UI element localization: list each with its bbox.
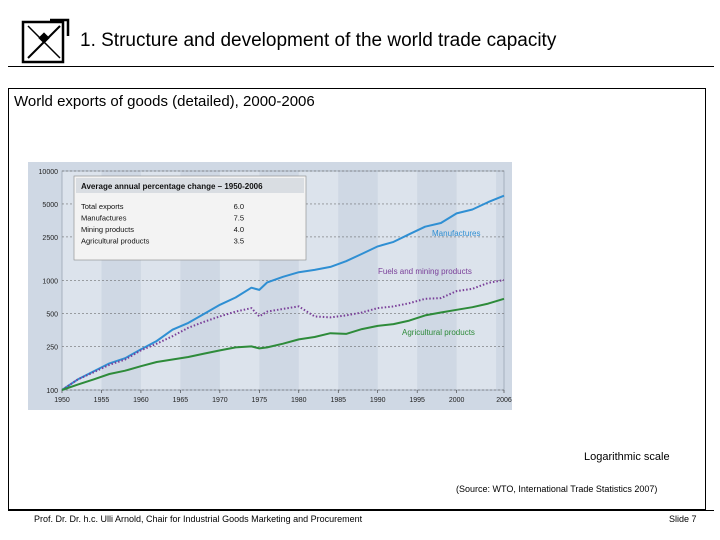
x-tick-label: 1975 <box>252 397 268 404</box>
inset-table-heading: Average annual percentage change – 1950-… <box>81 182 263 191</box>
inset-table-value: 6.0 <box>234 202 244 211</box>
source-note: (Source: WTO, International Trade Statis… <box>456 484 658 494</box>
inset-table-value: 3.5 <box>234 237 244 246</box>
y-tick-label: 500 <box>46 311 58 318</box>
x-tick-label: 1965 <box>173 397 189 404</box>
x-tick-label: 1980 <box>291 397 307 404</box>
panel-title: World exports of goods (detailed), 2000-… <box>14 93 315 110</box>
title-divider <box>8 66 714 67</box>
inset-table-label: Total exports <box>81 202 124 211</box>
y-tick-label: 100 <box>46 388 58 395</box>
y-tick-label: 250 <box>46 344 58 351</box>
content-panel <box>8 88 706 510</box>
inset-table-label: Mining products <box>81 225 134 234</box>
series-label-manufactures: Manufactures <box>432 229 480 238</box>
x-tick-label: 2006 <box>496 397 512 404</box>
y-tick-label: 1000 <box>42 279 58 286</box>
series-label-fuels: Fuels and mining products <box>378 267 472 276</box>
logo-icon <box>20 16 72 66</box>
slide-number: Slide 7 <box>669 514 697 524</box>
y-tick-label: 10000 <box>39 169 59 176</box>
footer-divider <box>8 510 714 511</box>
scale-note: Logarithmic scale <box>584 451 670 463</box>
series-line-agri <box>61 297 505 391</box>
x-tick-label: 2000 <box>449 397 465 404</box>
series-line-manufactures <box>61 194 505 391</box>
inset-table-value: 4.0 <box>234 225 244 234</box>
series-label-agri: Agricultural products <box>402 328 475 337</box>
x-tick-label: 1950 <box>54 397 70 404</box>
inset-table-header-bg <box>76 178 304 193</box>
y-tick-label: 5000 <box>42 202 58 209</box>
x-tick-label: 1985 <box>330 397 346 404</box>
inset-table-label: Agricultural products <box>81 237 150 246</box>
inset-table-label: Manufactures <box>81 214 127 223</box>
x-tick-label: 1970 <box>212 397 228 404</box>
footer-author: Prof. Dr. Dr. h.c. Ulli Arnold, Chair fo… <box>34 514 363 524</box>
x-tick-label: 1990 <box>370 397 386 404</box>
inset-table-value: 7.5 <box>234 214 244 223</box>
exports-line-chart: 10000 5000 2500 1000 500 250 100 1950 1955 1960 19… <box>39 169 512 404</box>
x-tick-label: 1995 <box>409 397 425 404</box>
chart-area: 10000 5000 2500 1000 500 250 100 1950 1955 1960 19… <box>28 162 512 410</box>
y-tick-label: 2500 <box>42 235 58 242</box>
x-tick-label: 1955 <box>94 397 110 404</box>
slide-title: 1. Structure and development of the worl… <box>80 30 557 51</box>
x-tick-label: 1960 <box>133 397 149 404</box>
